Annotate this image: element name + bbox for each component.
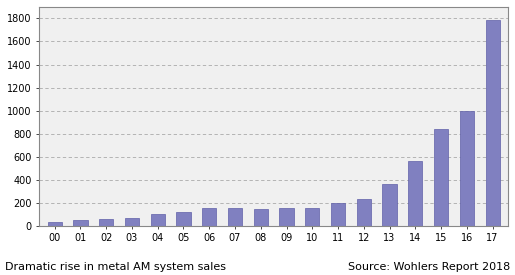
Text: Dramatic rise in metal AM system sales: Dramatic rise in metal AM system sales [5,262,226,272]
Bar [228,208,242,226]
Bar [150,214,165,226]
Bar [254,209,268,226]
Bar [305,208,319,226]
Text: Source: Wohlers Report 2018: Source: Wohlers Report 2018 [348,262,510,272]
Bar [331,203,345,226]
Bar [383,184,397,226]
Bar [280,208,294,226]
Bar [176,212,191,226]
Bar [202,208,216,226]
Bar [73,220,88,226]
Bar [408,161,422,226]
Bar [47,222,62,226]
Bar [460,111,474,226]
Bar [99,219,113,226]
Bar [125,218,139,226]
Bar [357,199,371,226]
Bar [486,20,500,226]
Bar [434,129,448,226]
